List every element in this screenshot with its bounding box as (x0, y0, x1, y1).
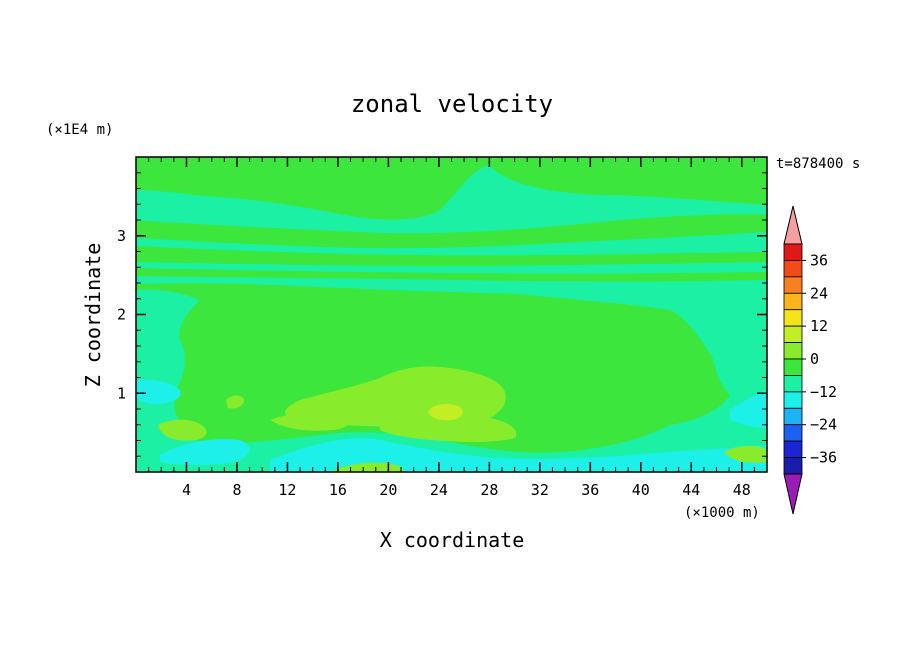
field-region-lower-core-2 (380, 416, 517, 442)
field-region-cyan-bottom-left (160, 438, 250, 465)
x-axis-ticks: 4 8 12 16 20 24 28 32 36 40 44 48 (182, 157, 751, 499)
colorbar-level-7 (783, 358, 803, 376)
y-axis-ticks: 1 2 3 (117, 227, 767, 402)
colorbar-level-8 (783, 375, 803, 393)
x-tick-label-5: 24 (430, 481, 448, 499)
colorbar-level-12 (783, 440, 803, 458)
chart-title: zonal velocity (351, 90, 553, 118)
y-tick-label-2: 3 (117, 227, 126, 245)
colorbar-level-13 (783, 457, 803, 475)
field-region-band-2-4 (136, 268, 767, 282)
colorbar-level-5 (783, 325, 803, 343)
x-tick-label-3: 16 (329, 481, 347, 499)
field-region-bottom-right-green (724, 445, 767, 463)
colorbar-level-4 (783, 309, 803, 327)
colorbar-tick-label-6: −36 (810, 449, 837, 467)
x-tick-label-7: 32 (531, 481, 549, 499)
colorbar-level-9 (783, 391, 803, 409)
y-axis-label: Z coordinate (81, 243, 105, 388)
x-tick-label-2: 12 (278, 481, 296, 499)
field-region-lower-core-center (428, 404, 463, 421)
colorbar-top-extension (783, 205, 803, 245)
colorbar-level-2 (783, 276, 803, 294)
colorbar-level-0 (783, 243, 803, 261)
field-region-bottom-yellow (330, 462, 405, 472)
field-region-cyan-bottom-mid (270, 438, 767, 472)
y-tick-label-1: 2 (117, 306, 126, 324)
field-region-left-patch-2 (270, 412, 349, 431)
colorbar-tick-label-5: −24 (810, 416, 837, 434)
x-unit-label: (×1000 m) (684, 505, 760, 521)
y-axis-minor-ticks (136, 172, 767, 457)
x-tick-label-0: 4 (182, 481, 191, 499)
field-region-left-patch-3 (226, 395, 244, 409)
field-region-cyan-right (730, 390, 767, 428)
colorbar-tick-label-2: 12 (810, 317, 828, 335)
time-label: t=878400 s (776, 156, 860, 172)
colorbar-tick-label-3: 0 (810, 350, 819, 368)
field-region-cyan-left (136, 379, 181, 404)
x-axis-label: X coordinate (380, 528, 525, 552)
colorbar-tick-label-1: 24 (810, 284, 828, 302)
contour-field (136, 157, 767, 472)
field-region-left-patch (158, 419, 207, 441)
field-region-upper-band (136, 157, 767, 220)
colorbar-bottom-extension (783, 473, 803, 515)
x-tick-label-8: 36 (581, 481, 599, 499)
colorbar-level-11 (783, 424, 803, 442)
x-tick-label-9: 40 (632, 481, 650, 499)
colorbar-level-10 (783, 407, 803, 426)
y-unit-label: (×1E4 m) (46, 122, 113, 138)
colorbar-tick-label-0: 36 (810, 251, 828, 269)
colorbar-tick-label-4: −12 (810, 383, 837, 401)
y-tick-label-0: 1 (117, 384, 126, 402)
x-tick-label-10: 44 (682, 481, 700, 499)
colorbar-tick-labels: 36 24 12 0 −12 −24 −36 (802, 251, 837, 467)
x-tick-label-6: 28 (480, 481, 498, 499)
x-tick-label-4: 20 (379, 481, 397, 499)
colorbar-level-1 (783, 260, 803, 278)
field-region-band-2-6 (136, 246, 767, 266)
x-axis-minor-ticks (148, 157, 755, 472)
colorbar (783, 205, 803, 515)
x-tick-label-1: 8 (232, 481, 241, 499)
x-tick-label-11: 48 (733, 481, 751, 499)
colorbar-level-3 (783, 292, 803, 311)
field-region-band-3 (136, 214, 767, 249)
colorbar-level-6 (783, 342, 803, 360)
